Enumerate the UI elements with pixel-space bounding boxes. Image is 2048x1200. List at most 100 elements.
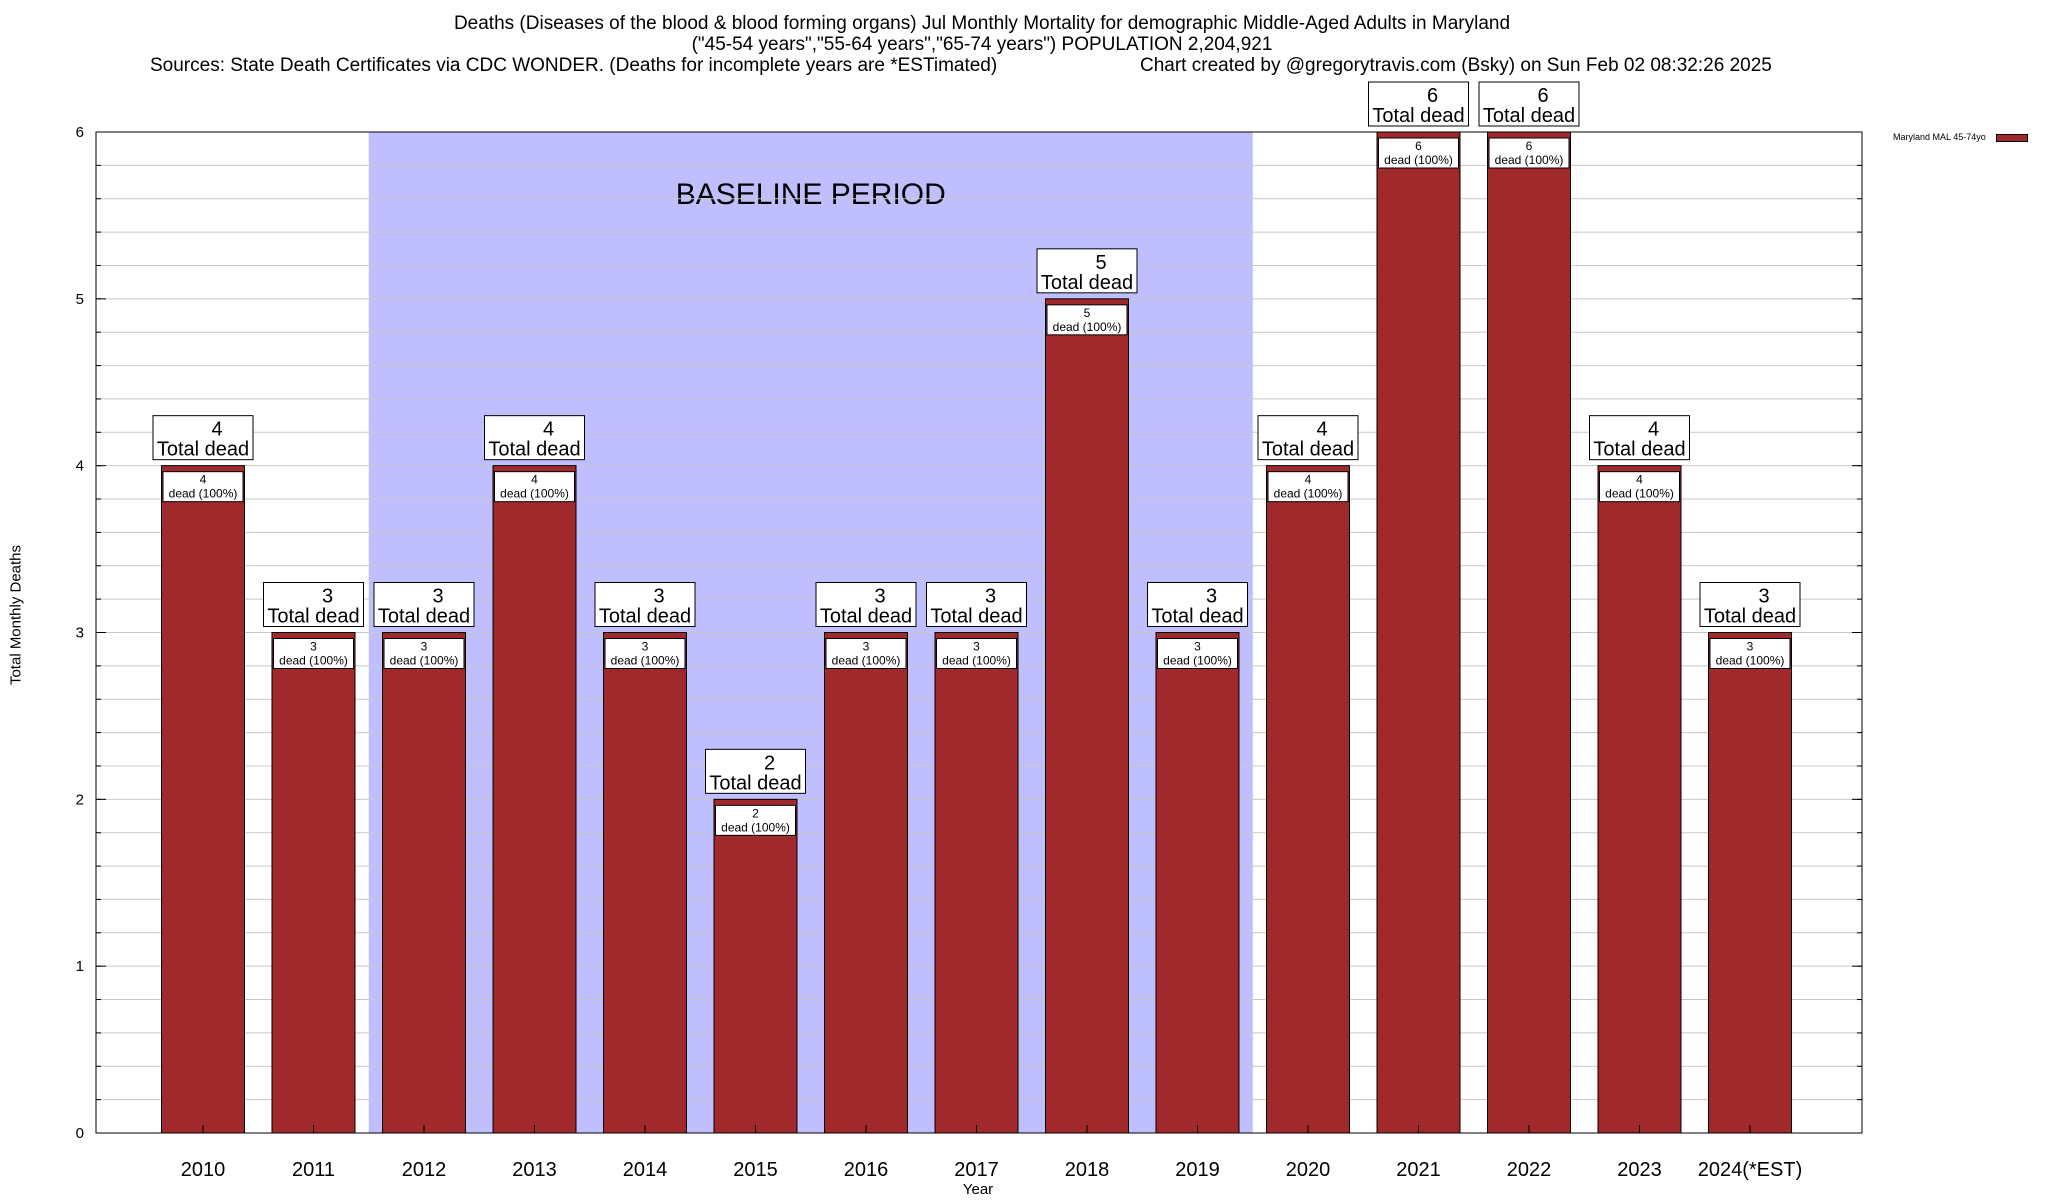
bar-top-label-box: [1368, 81, 1469, 127]
bar-inner-label: dead (100%): [390, 654, 459, 668]
bar: [1597, 465, 1682, 1134]
y-tick-label: 6: [76, 124, 84, 141]
bar-inner-label-box: [604, 638, 686, 669]
bar-top-label: Total dead: [1483, 105, 1575, 127]
bar-top-label: Total dead: [157, 439, 249, 461]
x-tick-label: 2022: [1507, 1159, 1552, 1181]
bar-inner-label: dead (100%): [169, 487, 238, 501]
legend-label: Maryland MAL 45-74yo: [1893, 132, 1986, 142]
x-axis-label: Year: [962, 1181, 994, 1198]
bar-inner-value: 2: [752, 806, 759, 820]
y-tick-label: 4: [76, 458, 84, 475]
x-tick-label: 2018: [1065, 1159, 1110, 1181]
bar-inner-label-box: [936, 638, 1017, 669]
bar-top-value: 4: [1648, 419, 1659, 441]
y-tick-label: 3: [76, 625, 84, 642]
bar-inner-label: dead (100%): [1495, 153, 1564, 167]
bar-top-label-box: [705, 748, 806, 794]
x-tick-label: 2024(*EST): [1698, 1159, 1803, 1181]
bar: [161, 465, 245, 1134]
bar-top-label-box: [1589, 415, 1690, 461]
baseline-label: BASELINE PERIOD: [676, 178, 946, 211]
y-tick-label: 2: [76, 791, 84, 808]
x-tick-label: 2017: [954, 1159, 999, 1181]
bar-top-label-box: [1036, 248, 1138, 294]
bar-inner-label: dead (100%): [611, 654, 680, 668]
x-tick-label: 2012: [402, 1159, 447, 1181]
bar-top-label-box: [1147, 582, 1248, 627]
bar-inner-label-box: [273, 638, 354, 669]
chart-credit: Chart created by @gregorytravis.com (Bsk…: [1140, 55, 1772, 76]
bar-top-value: 3: [322, 586, 333, 608]
bar-inner-label: dead (100%): [1384, 153, 1453, 167]
bar-top-label-box: [1699, 582, 1801, 627]
bar-inner-value: 3: [310, 640, 317, 654]
bar: [713, 798, 798, 1134]
x-tick-label: 2016: [844, 1159, 889, 1181]
bar-top-value: 6: [1537, 85, 1548, 107]
bar-top-label: Total dead: [820, 606, 912, 628]
bar-top-label-box: [263, 582, 364, 627]
bar-top-value: 4: [1316, 419, 1327, 441]
bar-inner-value: 3: [1747, 640, 1754, 654]
bar-inner-value: 4: [1305, 473, 1312, 487]
x-tick-label: 2015: [733, 1159, 778, 1181]
bar-inner-value: 5: [1084, 306, 1091, 320]
chart-title: Deaths (Diseases of the blood & blood fo…: [453, 13, 1511, 34]
bar: [934, 632, 1019, 1134]
bar-top-value: 6: [1427, 85, 1438, 107]
x-tick-label: 2014: [623, 1159, 668, 1181]
bar-top-label-box: [926, 582, 1027, 627]
x-tick-label: 2023: [1617, 1159, 1662, 1181]
bar-top-value: 3: [653, 586, 664, 608]
bar-top-label: Total dead: [1593, 439, 1685, 461]
bar-inner-label-box: [1488, 137, 1570, 169]
bar-top-label: Total dead: [709, 772, 801, 794]
x-tick-label: 2021: [1396, 1159, 1441, 1181]
bar-inner-label-box: [1599, 471, 1680, 503]
bar-inner-label: dead (100%): [832, 654, 901, 668]
bar-inner-label-box: [1046, 304, 1128, 336]
x-tick-label: 2013: [512, 1159, 557, 1181]
legend: Maryland MAL 45-74yo: [1893, 132, 2028, 142]
bar-top-label-box: [484, 415, 585, 461]
bar-top-value: 3: [985, 586, 996, 608]
bar-top-value: 4: [211, 419, 222, 441]
bar-top-label: Total dead: [267, 606, 359, 628]
bar-inner-label: dead (100%): [279, 654, 348, 668]
bar-inner-value: 3: [642, 640, 649, 654]
bar-top-label: Total dead: [599, 606, 691, 628]
bar-inner-label-box: [383, 638, 465, 669]
bar: [492, 465, 577, 1134]
chart-source: Sources: State Death Certificates via CD…: [150, 55, 998, 76]
bar-top-label: Total dead: [1262, 439, 1354, 461]
y-tick-label: 1: [76, 958, 84, 975]
bar: [271, 632, 356, 1134]
bar-inner-label: dead (100%): [1053, 320, 1122, 334]
bar-inner-value: 4: [200, 473, 207, 487]
bar: [603, 632, 687, 1134]
bar-top-label-box: [815, 582, 917, 627]
y-axis-label: Total Monthly Deaths: [7, 544, 25, 686]
bar-inner-label-box: [494, 471, 575, 503]
legend-swatch: [1995, 133, 2028, 142]
chart-subtitle: ("45-54 years","55-64 years","65-74 year…: [691, 34, 1273, 55]
bar-top-label-box: [152, 415, 254, 461]
bar-top-label: Total dead: [378, 606, 470, 628]
y-tick-label: 5: [76, 291, 84, 308]
bar-top-label-box: [1478, 81, 1580, 127]
bar-inner-label-box: [715, 804, 796, 836]
bar-top-label: Total dead: [1041, 272, 1133, 294]
bar-inner-value: 3: [973, 640, 980, 654]
bar: [1266, 465, 1350, 1134]
bar-inner-label: dead (100%): [1605, 487, 1674, 501]
bar-top-label: Total dead: [1704, 606, 1796, 628]
bar-top-value: 3: [1206, 586, 1217, 608]
y-tick-label: 0: [76, 1125, 84, 1142]
x-tick-label: 2011: [292, 1159, 335, 1181]
bar: [1376, 131, 1461, 1134]
bar-inner-value: 6: [1526, 139, 1533, 153]
bar: [824, 632, 908, 1134]
bar-inner-label-box: [1378, 137, 1459, 169]
